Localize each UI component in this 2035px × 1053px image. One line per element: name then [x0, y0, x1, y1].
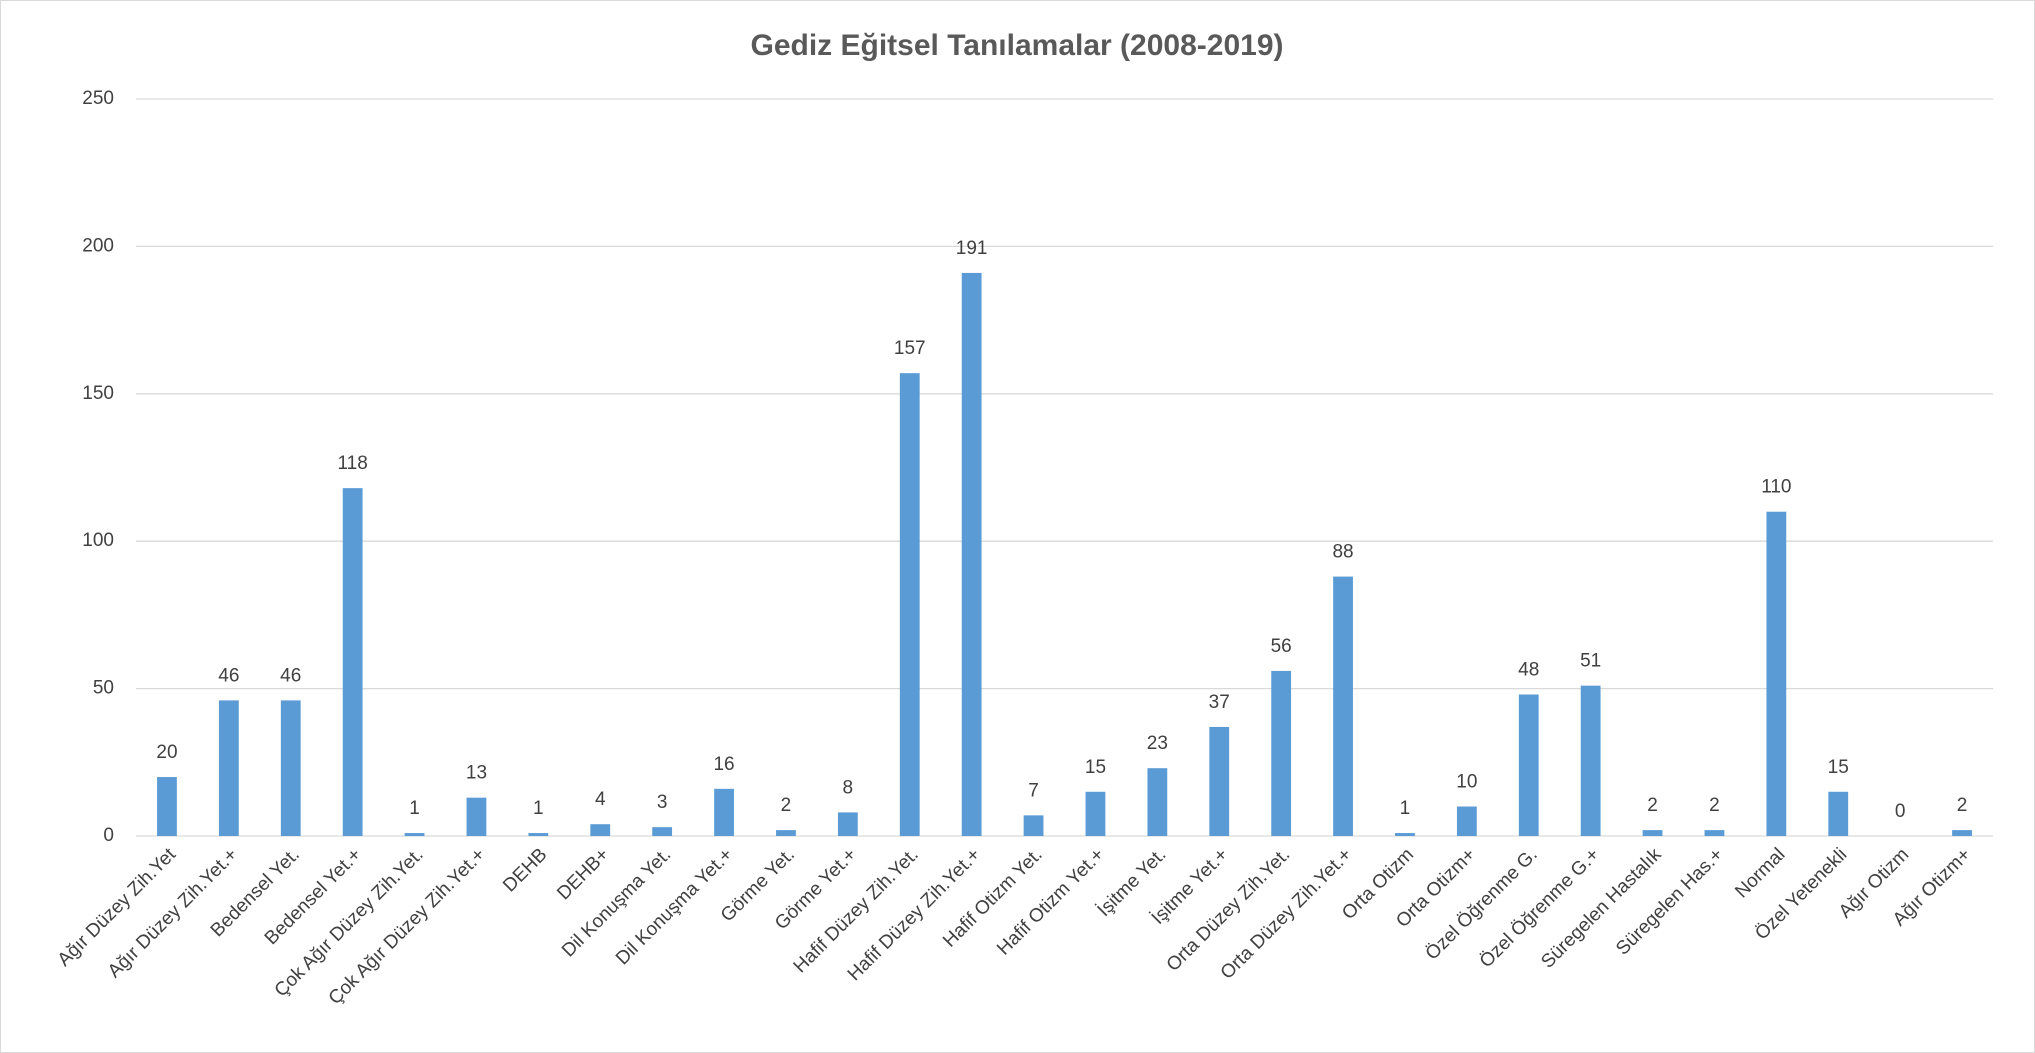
bar — [652, 827, 673, 836]
data-label: 110 — [1761, 477, 1791, 498]
bar — [404, 833, 425, 836]
data-label: 8 — [843, 777, 854, 798]
bar — [1828, 791, 1849, 836]
data-label: 1 — [409, 798, 420, 819]
data-label: 2 — [1647, 795, 1658, 816]
data-label: 20 — [156, 742, 177, 763]
y-tick-label: 250 — [82, 88, 114, 109]
bar — [1023, 815, 1044, 836]
data-label: 16 — [713, 754, 734, 775]
bar — [1456, 806, 1477, 836]
data-label: 37 — [1209, 692, 1230, 713]
y-tick-label: 200 — [82, 235, 114, 256]
bar — [776, 830, 796, 836]
bar — [1395, 833, 1415, 836]
y-tick-label: 100 — [82, 530, 114, 551]
bar — [1580, 685, 1601, 836]
data-label: 88 — [1332, 542, 1353, 563]
data-label: 1 — [533, 798, 544, 819]
y-tick-label: 150 — [82, 383, 114, 404]
bar — [1518, 694, 1539, 836]
data-label: 4 — [595, 789, 606, 810]
bar — [466, 797, 487, 836]
bar — [1952, 830, 1972, 836]
bar — [1704, 830, 1725, 836]
data-label: 2 — [781, 795, 792, 816]
data-label: 46 — [218, 665, 239, 686]
chart-title: Gediz Eğitsel Tanılamalar (2008-2019) — [750, 29, 1283, 62]
bar — [342, 488, 363, 836]
bar — [837, 812, 858, 836]
data-label: 2 — [1957, 795, 1968, 816]
data-label: 56 — [1271, 636, 1292, 657]
bar — [1147, 768, 1168, 836]
data-label: 23 — [1147, 733, 1168, 754]
data-label: 0 — [1895, 801, 1906, 822]
data-label: 15 — [1828, 757, 1849, 778]
data-label: 10 — [1456, 772, 1477, 793]
bar — [899, 373, 920, 836]
bar — [1766, 511, 1787, 836]
data-label: 1 — [1400, 798, 1411, 819]
y-tick-label: 0 — [103, 825, 114, 846]
bar — [1642, 830, 1663, 836]
data-label: 51 — [1580, 651, 1601, 672]
bar — [1085, 791, 1106, 836]
data-label: 46 — [280, 665, 301, 686]
bar — [1333, 576, 1353, 836]
data-label: 3 — [657, 792, 668, 813]
data-label: 48 — [1518, 660, 1539, 681]
bar — [714, 788, 734, 836]
bar — [528, 833, 549, 836]
data-label: 2 — [1709, 795, 1720, 816]
bar — [280, 700, 301, 836]
bar — [1271, 670, 1292, 836]
data-label: 191 — [956, 238, 988, 259]
bar — [961, 272, 982, 836]
data-label: 118 — [338, 453, 368, 474]
bar — [157, 777, 177, 836]
bar — [590, 824, 611, 836]
data-label: 7 — [1028, 780, 1039, 801]
data-label: 157 — [894, 338, 926, 359]
bar — [1209, 726, 1230, 836]
data-label: 13 — [466, 763, 487, 784]
bar — [218, 700, 239, 836]
data-label: 15 — [1085, 757, 1106, 778]
y-tick-label: 50 — [93, 678, 114, 699]
